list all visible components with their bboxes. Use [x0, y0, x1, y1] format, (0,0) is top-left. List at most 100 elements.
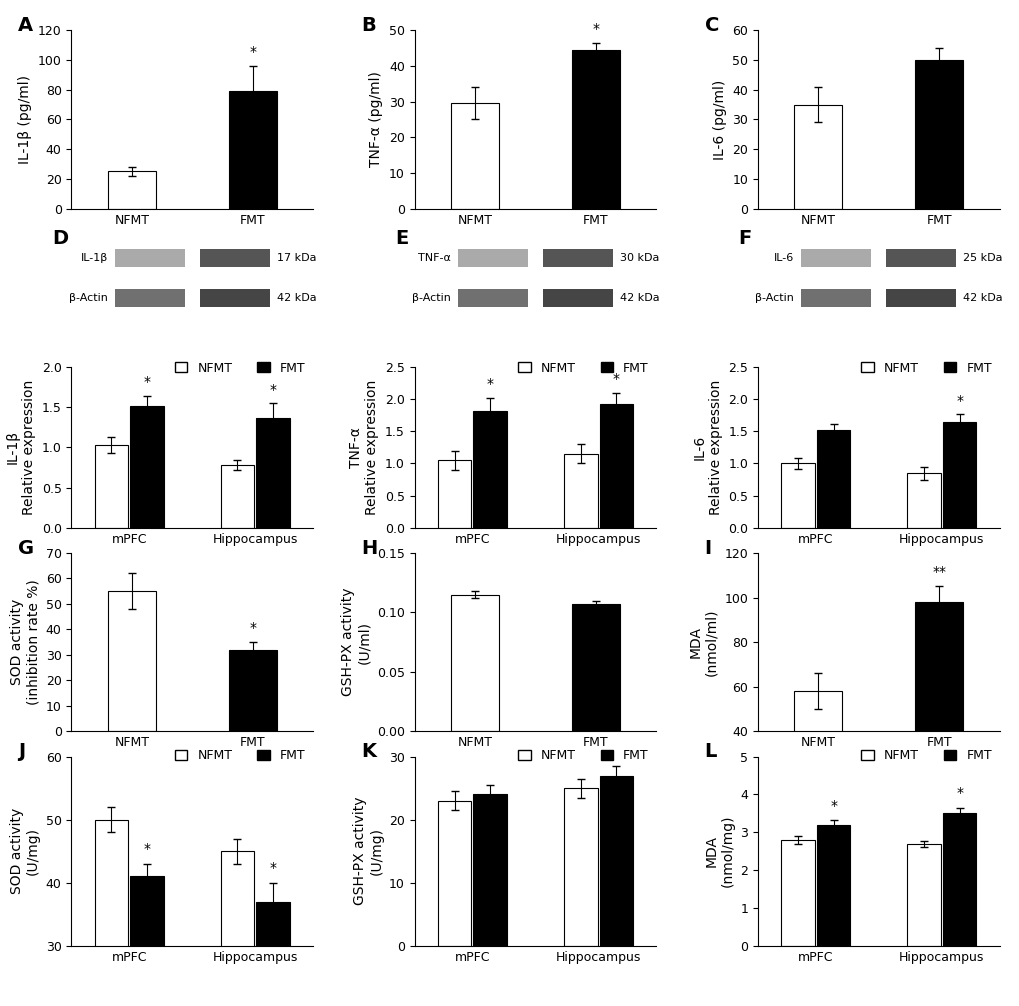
- Bar: [473, 410, 506, 528]
- Bar: [886, 249, 955, 267]
- Bar: [95, 820, 128, 1006]
- Bar: [906, 844, 940, 946]
- Text: *: *: [955, 786, 962, 800]
- Y-axis label: IL-1β (pg/ml): IL-1β (pg/ml): [18, 74, 33, 164]
- Y-axis label: IL-6
Relative expression: IL-6 Relative expression: [692, 380, 721, 515]
- Text: L: L: [704, 741, 716, 761]
- Text: **: **: [931, 565, 946, 579]
- Bar: [914, 60, 962, 208]
- Bar: [115, 249, 184, 267]
- Bar: [542, 290, 612, 307]
- Bar: [942, 422, 975, 528]
- Bar: [228, 92, 276, 208]
- Text: *: *: [144, 375, 151, 389]
- Bar: [458, 249, 528, 267]
- Text: J: J: [18, 741, 25, 761]
- Bar: [450, 104, 498, 208]
- Text: F: F: [738, 229, 751, 248]
- Bar: [801, 290, 870, 307]
- Text: H: H: [361, 539, 377, 557]
- Y-axis label: GSH-PX activity
(U/mg): GSH-PX activity (U/mg): [353, 797, 383, 905]
- Bar: [794, 105, 842, 208]
- Bar: [458, 290, 528, 307]
- Text: IL-6: IL-6: [773, 253, 794, 263]
- Y-axis label: MDA
(nmol/mg): MDA (nmol/mg): [704, 815, 734, 887]
- Text: *: *: [486, 377, 493, 391]
- Text: *: *: [612, 372, 620, 386]
- Bar: [886, 290, 955, 307]
- Text: E: E: [395, 229, 409, 248]
- Text: 17 kDa: 17 kDa: [276, 253, 316, 263]
- Bar: [256, 901, 289, 1006]
- Text: 42 kDa: 42 kDa: [962, 293, 1002, 303]
- Bar: [564, 454, 597, 528]
- Text: β-Actin: β-Actin: [412, 293, 450, 303]
- Text: A: A: [18, 16, 34, 35]
- Legend: NFMT, FMT: NFMT, FMT: [173, 360, 307, 376]
- Text: *: *: [269, 382, 276, 396]
- Text: *: *: [269, 861, 276, 875]
- Text: K: K: [361, 741, 376, 761]
- Legend: NFMT, FMT: NFMT, FMT: [859, 747, 993, 764]
- Bar: [108, 171, 156, 208]
- Bar: [220, 851, 254, 1006]
- Text: IL-1β: IL-1β: [81, 253, 108, 263]
- Text: I: I: [704, 539, 711, 557]
- Bar: [450, 595, 498, 731]
- Bar: [542, 249, 612, 267]
- Text: β-Actin: β-Actin: [68, 293, 108, 303]
- Bar: [794, 691, 842, 821]
- Y-axis label: MDA
(nmol/ml): MDA (nmol/ml): [688, 609, 718, 676]
- Text: *: *: [592, 21, 599, 35]
- Text: β-Actin: β-Actin: [754, 293, 794, 303]
- Y-axis label: TNF-α
Relative expression: TNF-α Relative expression: [348, 380, 379, 515]
- Bar: [781, 840, 814, 946]
- Text: *: *: [249, 621, 256, 635]
- Legend: NFMT, FMT: NFMT, FMT: [517, 747, 649, 764]
- Text: TNF-α: TNF-α: [418, 253, 450, 263]
- Bar: [130, 876, 164, 1006]
- Text: G: G: [18, 539, 35, 557]
- Legend: NFMT, FMT: NFMT, FMT: [173, 747, 307, 764]
- Bar: [115, 290, 184, 307]
- Bar: [906, 473, 940, 528]
- Bar: [220, 465, 254, 528]
- Bar: [95, 445, 128, 528]
- Legend: NFMT, FMT: NFMT, FMT: [859, 360, 993, 376]
- Text: 42 kDa: 42 kDa: [276, 293, 316, 303]
- Text: *: *: [955, 393, 962, 407]
- Bar: [781, 464, 814, 528]
- Text: 25 kDa: 25 kDa: [962, 253, 1002, 263]
- Bar: [914, 602, 962, 821]
- Bar: [108, 592, 156, 731]
- Bar: [816, 430, 850, 528]
- Bar: [256, 417, 289, 528]
- Legend: NFMT, FMT: NFMT, FMT: [517, 360, 649, 376]
- Text: D: D: [52, 229, 68, 248]
- Y-axis label: SOD activity
(inhibition rate %): SOD activity (inhibition rate %): [10, 579, 40, 705]
- Bar: [228, 650, 276, 731]
- Text: C: C: [704, 16, 718, 35]
- Y-axis label: TNF-α (pg/ml): TNF-α (pg/ml): [369, 71, 383, 167]
- Y-axis label: GSH-PX activity
(U/ml): GSH-PX activity (U/ml): [340, 588, 371, 696]
- Bar: [572, 50, 620, 208]
- Y-axis label: IL-6 (pg/ml): IL-6 (pg/ml): [712, 79, 726, 160]
- Y-axis label: SOD activity
(U/mg): SOD activity (U/mg): [10, 808, 40, 894]
- Bar: [130, 405, 164, 528]
- Bar: [599, 404, 633, 528]
- Text: 30 kDa: 30 kDa: [620, 253, 659, 263]
- Bar: [816, 825, 850, 946]
- Bar: [437, 801, 471, 946]
- Text: *: *: [829, 799, 837, 813]
- Bar: [942, 814, 975, 946]
- Bar: [572, 605, 620, 731]
- Text: B: B: [361, 16, 376, 35]
- Bar: [599, 776, 633, 946]
- Y-axis label: IL-1β
Relative expression: IL-1β Relative expression: [6, 380, 36, 515]
- Text: 42 kDa: 42 kDa: [620, 293, 659, 303]
- Bar: [801, 249, 870, 267]
- Text: *: *: [144, 842, 151, 856]
- Bar: [564, 788, 597, 946]
- Bar: [200, 249, 269, 267]
- Text: *: *: [249, 44, 256, 58]
